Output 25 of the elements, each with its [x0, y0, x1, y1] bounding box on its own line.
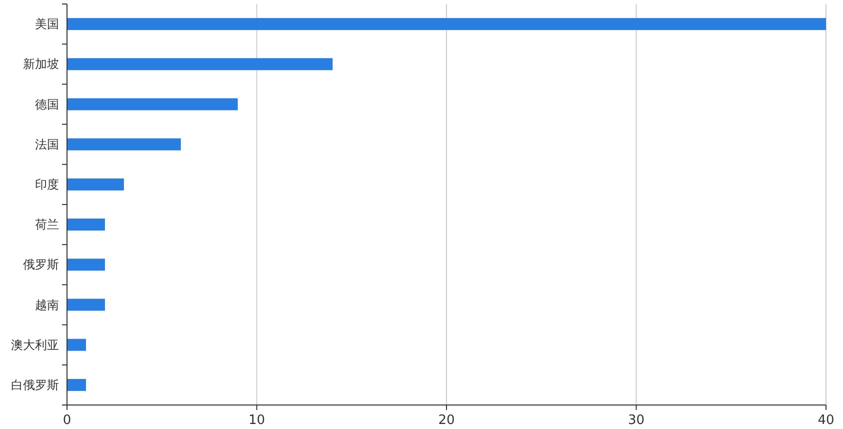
bar	[67, 258, 105, 271]
y-tick-label: 印度	[35, 177, 59, 192]
y-tick-label: 俄罗斯	[23, 258, 59, 272]
bar	[67, 218, 105, 231]
y-tick-label: 荷兰	[35, 218, 59, 232]
bar	[67, 58, 333, 70]
bar	[67, 338, 86, 351]
x-tick-label: 30	[628, 413, 645, 428]
x-tick-label: 40	[818, 413, 834, 428]
y-tick-label: 德国	[35, 97, 59, 112]
bar	[67, 138, 181, 150]
y-tick-label: 法国	[35, 137, 59, 152]
bar	[67, 178, 124, 190]
y-tick-label: 白俄罗斯	[11, 378, 59, 392]
bar	[67, 298, 105, 311]
bar	[67, 98, 238, 110]
bar	[67, 378, 86, 391]
x-tick-label: 20	[438, 413, 455, 428]
x-tick-label: 10	[248, 413, 266, 428]
y-tick-label: 美国	[35, 17, 59, 32]
x-tick-label: 0	[62, 413, 72, 428]
y-tick-label: 新加坡	[23, 57, 59, 72]
y-tick-label: 越南	[35, 298, 59, 312]
bar	[67, 18, 826, 30]
y-tick-label: 澳大利亚	[11, 338, 59, 352]
